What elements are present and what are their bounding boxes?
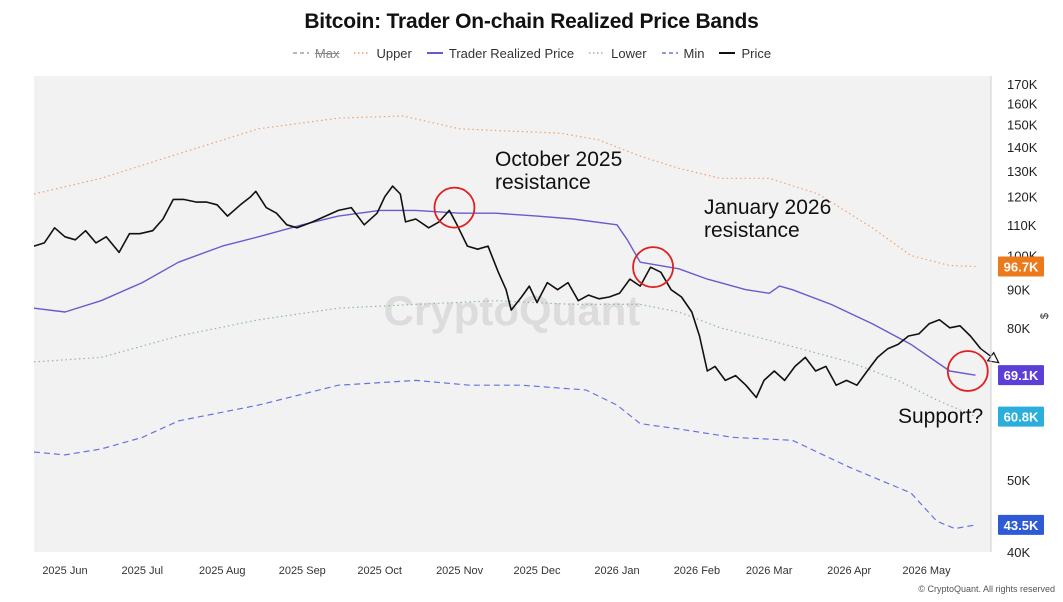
legend-item-min[interactable]: Min [661,45,705,61]
x-tick-2025-aug: 2025 Aug [199,565,246,577]
end-labels: 96.7K 69.1K 60.8K 43.5K [998,256,1044,535]
x-tick-2025-oct: 2025 Oct [357,565,402,577]
copyright: © CryptoQuant. All rights reserved [918,584,1055,594]
x-tick-2026-jan: 2026 Jan [594,565,639,577]
series-line-upper [33,115,976,268]
annotation-circle-2 [632,246,674,289]
annotation-circle-1 [433,186,476,229]
chart-title: Bitcoin: Trader On-chain Realized Price … [304,10,759,33]
legend-swatch-max [292,52,309,54]
x-tick-2025-sep: 2025 Sep [279,565,326,577]
y-tick-170k: 170K [1007,77,1038,92]
legend-item-price[interactable]: Price [718,46,771,61]
x-tick-2026-apr: 2026 Apr [827,565,871,577]
legend-item-trader-realized-price[interactable]: Trader Realized Price [426,46,574,61]
annotation-text-1-line-1: October 2025 [495,148,622,171]
series-line-price [33,185,982,399]
annotation-text-2-line-1: January 2026 [704,196,831,219]
legend-swatch-upper [354,52,371,54]
x-tick-2025-nov: 2025 Nov [436,565,484,577]
chart-legend: Max Upper Trader Realized Price Lower Min Pri… [0,45,1063,61]
y-tick-40k: 40K [1007,545,1030,560]
legend-label-price: Price [741,45,772,61]
x-tick-2026-mar: 2026 Mar [746,565,793,577]
y-tick-120k: 120K [1007,190,1038,205]
legend-item-lower[interactable]: Lower [588,45,647,61]
x-tick-2026-feb: 2026 Feb [674,565,720,577]
legend-label-upper: Upper [376,45,412,61]
legend-label-lower: Lower [611,45,647,61]
y-tick-110k: 110K [1007,218,1037,233]
x-tick-2025-jul: 2025 Jul [122,565,164,577]
y-tick-90k: 90K [1007,283,1030,298]
watermark: CryptoQuant [384,287,641,334]
svg-text:96.7K: 96.7K [1004,259,1039,274]
series-line-lower [33,300,976,418]
end-label-60-8k: 60.8K [998,406,1044,427]
y-axis: 170K160K150K140K130K120K110K100K90K80K70… [990,76,1038,560]
series-line-min [33,379,976,530]
series-line-trader-realized-price [33,209,976,376]
y-unit-label: $ [1039,313,1051,319]
y-tick-80k: 80K [1007,321,1030,336]
legend-label-min: Min [683,45,705,61]
svg-text:69.1K: 69.1K [1004,368,1039,383]
x-tick-2026-may: 2026 May [902,565,951,577]
y-tick-130k: 130K [1007,164,1038,179]
legend-label-trader-realized-price: Trader Realized Price [448,45,575,61]
y-tick-160k: 160K [1007,97,1038,112]
annotation-text-3-line-1: Support? [898,405,983,428]
y-tick-50k: 50K [1007,473,1030,488]
svg-text:60.8K: 60.8K [1004,410,1039,425]
annotation-text-2-line-2: resistance [704,219,800,242]
svg-text:43.5K: 43.5K [1004,518,1039,533]
legend-item-max[interactable]: Max [292,45,340,61]
legend-swatch-lower [589,52,606,54]
legend-item-upper[interactable]: Upper [353,45,412,61]
plot-background [34,76,991,552]
x-tick-2025-dec: 2025 Dec [513,565,561,577]
y-tick-150k: 150K [1007,117,1038,132]
annotation-text-1-line-2: resistance [495,171,591,194]
legend-label-max: Max [314,45,340,61]
end-label-43-5k: 43.5K [998,514,1044,535]
y-tick-140k: 140K [1007,140,1038,155]
end-label-96-7k: 96.7K [998,256,1044,277]
legend-swatch-price [719,52,736,54]
legend-swatch-min [661,52,678,54]
series-layer [33,115,1000,530]
annotation-circle-3 [946,350,989,392]
x-tick-2025-jun: 2025 Jun [42,565,87,577]
end-label-69-1k: 69.1K [998,365,1044,386]
x-axis: 2025 Jun 2025 Jul 2025 Aug 2025 Sep 2025 Oct… [42,565,951,577]
legend-swatch-trader-realized-price [426,52,443,54]
